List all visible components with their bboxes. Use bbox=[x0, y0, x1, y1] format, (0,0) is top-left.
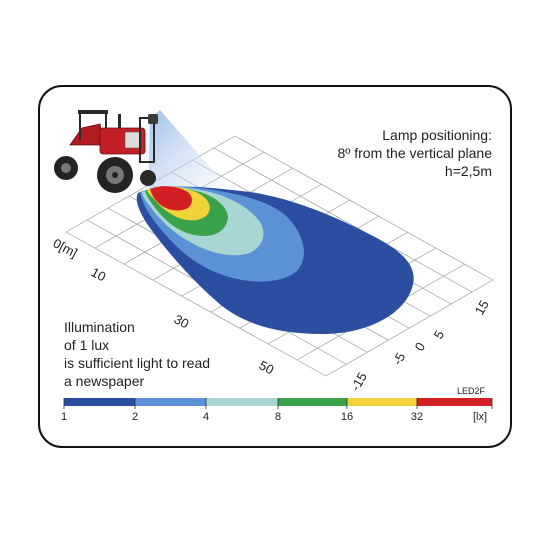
distance-axis-zero-label: 0[m] bbox=[51, 235, 80, 260]
illumination-note-line: a newspaper bbox=[64, 373, 145, 389]
tractor-icon bbox=[54, 110, 158, 193]
illumination-note-line: Illumination bbox=[64, 319, 135, 335]
legend-tick-label: 4 bbox=[202, 411, 210, 423]
light-beam bbox=[148, 110, 228, 192]
legend-tick-label: 1 bbox=[60, 411, 68, 423]
legend-color-bar bbox=[63, 398, 493, 409]
lateral-axis-tick: 0 bbox=[412, 340, 429, 354]
lateral-axis-tick: 5 bbox=[431, 328, 448, 342]
distance-axis-tick: 50 bbox=[257, 357, 277, 377]
illumination-note: Illumination of 1 lux is sufficient ligh… bbox=[64, 318, 210, 390]
legend-tick-label: 2 bbox=[131, 411, 139, 423]
legend-tick-label: 16 bbox=[340, 411, 354, 423]
legend-swatch-2-4 bbox=[135, 398, 206, 406]
distance-axis-tick: 30 bbox=[172, 311, 192, 331]
zone-32-lux bbox=[150, 186, 192, 211]
legend-swatch-8-16 bbox=[278, 398, 347, 406]
illumination-note-line: is sufficient light to read bbox=[64, 355, 211, 371]
legend-tick-label: 32 bbox=[410, 411, 424, 423]
illumination-zones bbox=[136, 186, 414, 334]
legend-swatch-4-8 bbox=[206, 398, 278, 406]
distance-axis-tick: 10 bbox=[89, 264, 109, 284]
lateral-axis-tick: -5 bbox=[390, 350, 409, 368]
lamp-note-line: h=2,5m bbox=[444, 163, 492, 179]
legend-swatch-32-up bbox=[417, 398, 492, 406]
legend-unit-label: [lx] bbox=[473, 411, 488, 423]
model-label: LED2F bbox=[457, 386, 486, 396]
lateral-axis-tick: -15 bbox=[348, 370, 370, 394]
legend-swatch-1-2 bbox=[64, 398, 135, 406]
illumination-note-line: of 1 lux bbox=[64, 337, 110, 353]
lamp-note-line: Lamp positioning: bbox=[382, 127, 492, 143]
legend-tick-label: 8 bbox=[274, 411, 282, 423]
legend-swatch-16-32 bbox=[347, 398, 417, 406]
lamp-note-line: 8º from the vertical plane bbox=[337, 145, 492, 161]
lateral-axis-tick: 15 bbox=[472, 297, 492, 317]
lamp-positioning-note: Lamp positioning: 8º from the vertical p… bbox=[337, 126, 492, 180]
